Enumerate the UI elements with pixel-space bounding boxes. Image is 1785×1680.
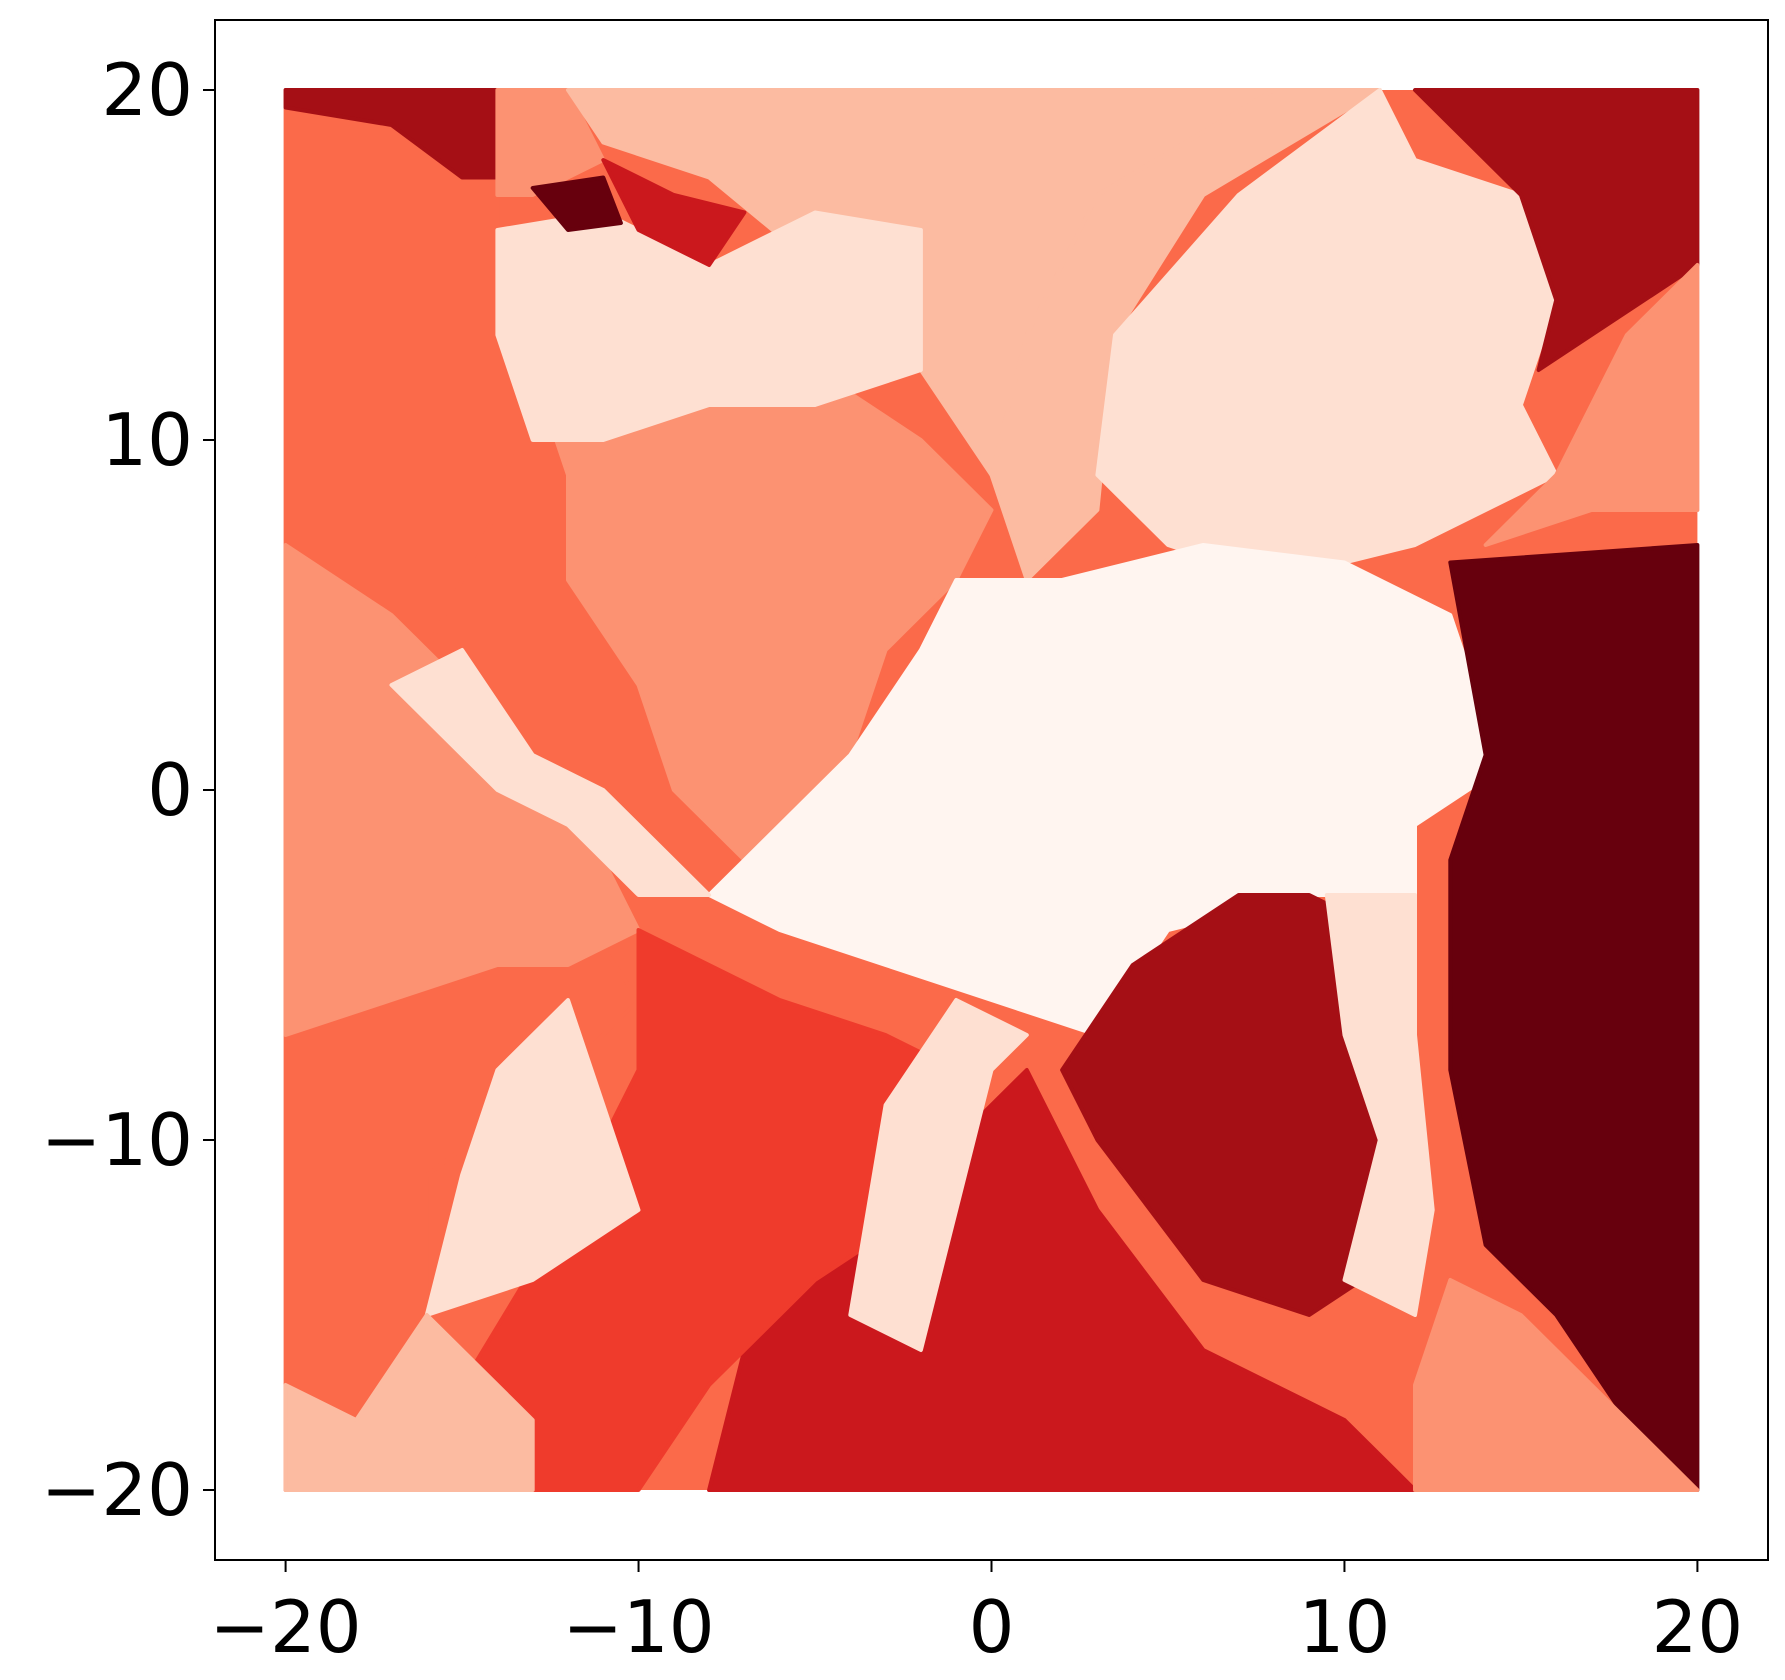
y-tick-label: 0: [147, 748, 193, 832]
heatmap-region-right-lower-dark: [1448, 543, 1700, 1492]
heatmap-region-top-salmon: [495, 88, 606, 197]
x-tick-label: 20: [1652, 1585, 1744, 1669]
x-tick-label: −10: [563, 1585, 715, 1669]
x-tick-label: −20: [210, 1585, 362, 1669]
y-tick-label: −20: [41, 1448, 193, 1532]
heatmap-region-bottom-left-light: [283, 1313, 535, 1492]
heatmap-region-bottom-right-salmon: [1413, 1278, 1700, 1492]
heatmap-region-lower-white-arm: [848, 998, 1029, 1352]
heatmap-region-top-right-band: [989, 88, 1382, 582]
x-tick-label: 0: [969, 1585, 1015, 1669]
y-tick-label: 20: [101, 48, 193, 132]
y-tick-label: −10: [41, 1098, 193, 1182]
y-axis: −20 −10 0 10 20: [41, 48, 215, 1532]
heatmap-region-left-arm-white: [389, 648, 712, 897]
heatmap-region-lower-right-white: [1324, 893, 1435, 1317]
heatmap-region-lower-left-white-arm: [424, 998, 641, 1317]
heatmap-region-right-salmon: [1483, 263, 1700, 547]
heatmap-region-top-right-dark: [1413, 88, 1700, 372]
heatmap-region-small-red-top: [601, 158, 747, 267]
x-tick-label: 10: [1299, 1585, 1391, 1669]
heatmap-region-left-lower-salmon: [283, 543, 641, 1037]
heatmap-region-upper-right-blob: [1095, 88, 1559, 582]
y-tick-label: 10: [101, 398, 193, 482]
heatmap-region-small-dark-top: [530, 175, 623, 232]
x-axis: −20 −10 0 10 20: [210, 1560, 1744, 1669]
heatmap-layer: [283, 88, 1700, 1492]
